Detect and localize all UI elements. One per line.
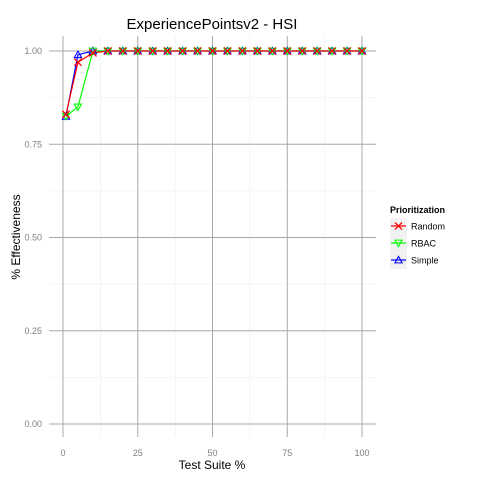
data-point-random (118, 46, 127, 56)
legend-items: Random RBAC Simple (390, 218, 445, 269)
y-tick-label: 0.75 (24, 139, 42, 149)
legend: Prioritization Random RBAC Simple (390, 205, 445, 269)
legend-label-rbac: RBAC (411, 239, 437, 249)
cross-stroke (268, 46, 277, 56)
data-point-simple (73, 49, 83, 59)
x-tick-label: 100 (354, 448, 369, 458)
series-points (61, 46, 367, 122)
cross-stroke (88, 48, 97, 57)
cross-stroke (328, 46, 337, 56)
x-axis-label: Test Suite % (179, 458, 246, 472)
cross-stroke (73, 58, 83, 67)
x-tick-label: 75 (282, 448, 292, 458)
data-point-random (342, 46, 352, 56)
data-point-rbac (73, 103, 83, 112)
y-tick-label: 0.50 (24, 233, 42, 243)
cross-stroke (208, 46, 217, 56)
data-point-rbac (252, 47, 262, 56)
data-point-rbac (163, 47, 173, 56)
data-point-rbac (178, 47, 188, 56)
cross-stroke (193, 46, 202, 56)
data-point-rbac (207, 47, 218, 56)
data-point-rbac (118, 47, 128, 56)
cross-stroke (298, 46, 307, 56)
y-tick-label: 0.00 (24, 419, 42, 429)
cross-stroke (357, 46, 367, 56)
data-point-random (148, 46, 157, 56)
data-point-random (133, 46, 142, 56)
cross-stroke (253, 46, 262, 56)
data-point-random (73, 58, 83, 67)
data-point-random (178, 46, 187, 56)
cross-stroke (342, 46, 352, 56)
y-axis-ticks: 0.00 0.25 0.50 0.75 1.00 (24, 46, 42, 429)
cross-stroke (178, 46, 187, 56)
data-point-rbac (357, 47, 367, 56)
cross-stroke (313, 46, 322, 56)
data-point-rbac (133, 47, 143, 56)
data-point-random (88, 48, 97, 57)
chart-title: ExperiencePointsv2 - HSI (127, 16, 298, 33)
data-point-random (253, 46, 262, 56)
data-point-random (283, 46, 292, 56)
data-point-random (268, 46, 277, 56)
cross-stroke (133, 46, 142, 56)
data-point-random (357, 46, 367, 56)
legend-key-marker-rbac (393, 239, 404, 248)
data-point-random (298, 46, 307, 56)
data-point-rbac (222, 47, 232, 56)
data-point-rbac (327, 47, 337, 56)
cross-stroke (283, 46, 292, 56)
y-tick-label: 0.25 (24, 326, 42, 336)
data-point-random (163, 46, 172, 56)
data-point-rbac (237, 47, 247, 56)
data-point-random (193, 46, 202, 56)
cross-stroke (163, 46, 172, 56)
y-tick-label: 1.00 (24, 46, 42, 56)
data-point-random (328, 46, 337, 56)
legend-label-simple: Simple (411, 256, 439, 266)
x-tick-label: 0 (60, 448, 65, 458)
cross-stroke (103, 46, 112, 56)
data-point-random (223, 46, 232, 56)
data-point-rbac (297, 47, 307, 56)
x-axis-ticks: 0 25 50 75 100 (60, 448, 369, 458)
x-tick-label: 50 (207, 448, 217, 458)
x-tick-label: 25 (133, 448, 143, 458)
data-point-random (103, 46, 112, 56)
cross-stroke (394, 221, 403, 231)
cross-stroke (118, 46, 127, 56)
y-axis-label: % Effectiveness (9, 194, 23, 279)
data-point-random (238, 46, 247, 56)
cross-stroke (148, 46, 157, 56)
data-point-random (313, 46, 322, 56)
legend-key-marker-random (394, 221, 403, 231)
data-point-random (208, 46, 217, 56)
legend-key-marker-simple (393, 255, 404, 264)
legend-label-random: Random (411, 222, 445, 232)
cross-stroke (61, 110, 71, 119)
data-point-rbac (282, 47, 292, 56)
data-point-rbac (267, 47, 277, 56)
legend-title: Prioritization (390, 205, 445, 215)
cross-stroke (238, 46, 247, 56)
data-point-rbac (342, 47, 352, 56)
data-point-rbac (193, 47, 203, 56)
data-point-random (61, 110, 71, 119)
data-point-rbac (103, 47, 113, 56)
cross-stroke (223, 46, 232, 56)
data-point-rbac (148, 47, 158, 56)
data-point-rbac (312, 47, 322, 56)
